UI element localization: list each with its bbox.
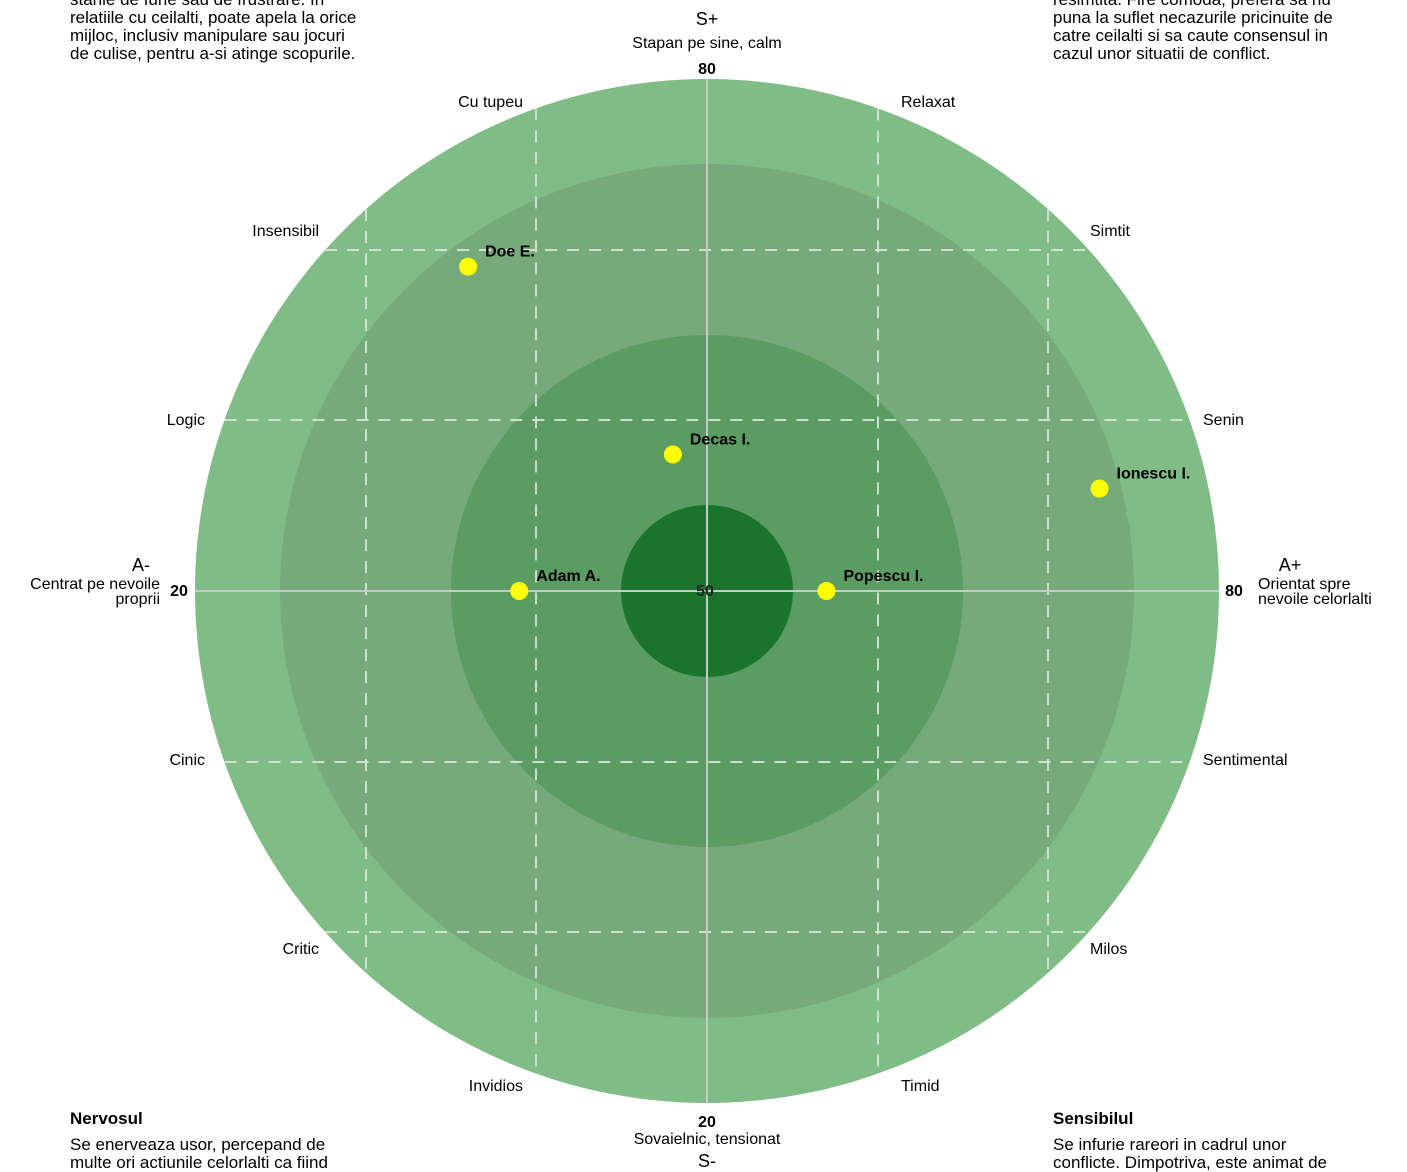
y-axis-min-label: 20 — [698, 1114, 716, 1131]
data-point[interactable]: Popescu I. — [817, 568, 923, 600]
bottom-left-title: Nervosul — [70, 1109, 143, 1128]
y-axis-pole-plus-desc: Stapan pe sine, calm — [632, 35, 781, 52]
text-line: Se enerveaza usor, percepand de — [70, 1135, 326, 1154]
text-line: mijloc, inclusiv manipulare sau jocuri — [70, 26, 345, 45]
text-line: cazul unor situatii de conflict. — [1053, 44, 1271, 63]
x-axis-max-label: 80 — [1225, 583, 1243, 600]
rim-label: Logic — [167, 412, 205, 429]
data-point[interactable]: Adam A. — [510, 568, 601, 600]
text-line: catre ceilalti si sa caute consensul in — [1053, 26, 1328, 45]
top-right-description: resimtita. Fire comoda, prefera sa nu pu… — [1053, 0, 1407, 63]
point-label: Popescu I. — [843, 568, 923, 585]
x-axis-pole-minus: A- — [132, 555, 150, 575]
rim-label: Milos — [1090, 941, 1127, 958]
axis-lines — [195, 79, 1219, 1103]
point-marker[interactable] — [1090, 479, 1109, 498]
point-marker[interactable] — [817, 582, 836, 600]
rim-label: Simtit — [1090, 223, 1131, 240]
data-points: Doe E. Decas I. Adam A. Popescu I. Ionescu I… — [459, 244, 1190, 600]
x-axis-pole-plus-desc: nevoile celorlalti — [1258, 591, 1372, 608]
y-axis-pole-minus: S- — [698, 1151, 716, 1171]
data-point[interactable]: Ionescu I. — [1090, 466, 1191, 498]
top-left-description: starile de furie sau de frustrare. In re… — [70, 0, 432, 63]
point-label: Adam A. — [536, 568, 600, 585]
center-label: 50 — [696, 583, 714, 600]
rim-label: Sentimental — [1203, 752, 1288, 769]
x-axis-pole-minus-desc: Centrat pe nevoile — [30, 576, 160, 593]
text-line: conflicte. Dimpotriva, este animat de — [1053, 1153, 1328, 1172]
rim-label: Cu tupeu — [458, 94, 523, 111]
rim-label: Invidios — [469, 1078, 523, 1095]
data-point[interactable]: Doe E. — [459, 244, 535, 276]
x-axis-pole-plus: A+ — [1279, 555, 1302, 575]
rim-label: Relaxat — [901, 94, 956, 111]
text-line: relatiile cu ceilalti, poate apela la or… — [70, 8, 357, 27]
bottom-left-description: Se enerveaza usor, percepand de multe or… — [70, 1136, 432, 1172]
text-line: multe ori actiunile celorlalti ca fiind — [70, 1153, 328, 1172]
point-marker[interactable] — [663, 445, 682, 464]
text-line: puna la suflet necazurile pricinuite de — [1053, 8, 1333, 27]
text-line: resimtita. Fire comoda, prefera sa nu — [1053, 0, 1407, 9]
point-marker[interactable] — [459, 257, 478, 276]
rim-label: Senin — [1203, 412, 1244, 429]
point-label: Ionescu I. — [1117, 466, 1191, 483]
y-axis-pole-plus: S+ — [696, 9, 719, 29]
x-axis-pole-plus-desc: Orientat spre — [1258, 576, 1351, 593]
text-line: de culise, pentru a-si atinge scopurile. — [70, 44, 356, 63]
rim-label: Timid — [901, 1078, 940, 1095]
point-label: Decas I. — [690, 431, 750, 448]
y-axis-pole-minus-desc: Sovaielnic, tensionat — [634, 1131, 781, 1148]
text-line: starile de furie sau de frustrare. In — [70, 0, 432, 9]
data-point[interactable]: Decas I. — [663, 431, 750, 464]
rim-label: Critic — [283, 941, 319, 958]
rim-label: Insensibil — [252, 223, 319, 240]
y-axis-max-label: 80 — [698, 61, 716, 78]
bottom-right-description: Se infurie rareori in cadrul unor confli… — [1053, 1136, 1407, 1172]
rim-label: Cinic — [169, 752, 205, 769]
point-label: Doe E. — [485, 244, 535, 261]
rim-labels: Cu tupeu Relaxat Insensibil Simtit Logic Seni… — [167, 94, 1288, 1095]
text-line: Se infurie rareori in cadrul unor — [1053, 1135, 1287, 1154]
point-marker[interactable] — [510, 582, 529, 600]
bottom-right-title: Sensibilul — [1053, 1109, 1134, 1128]
x-axis-pole-minus-desc: proprii — [116, 591, 160, 608]
x-axis-min-label: 20 — [170, 583, 188, 600]
